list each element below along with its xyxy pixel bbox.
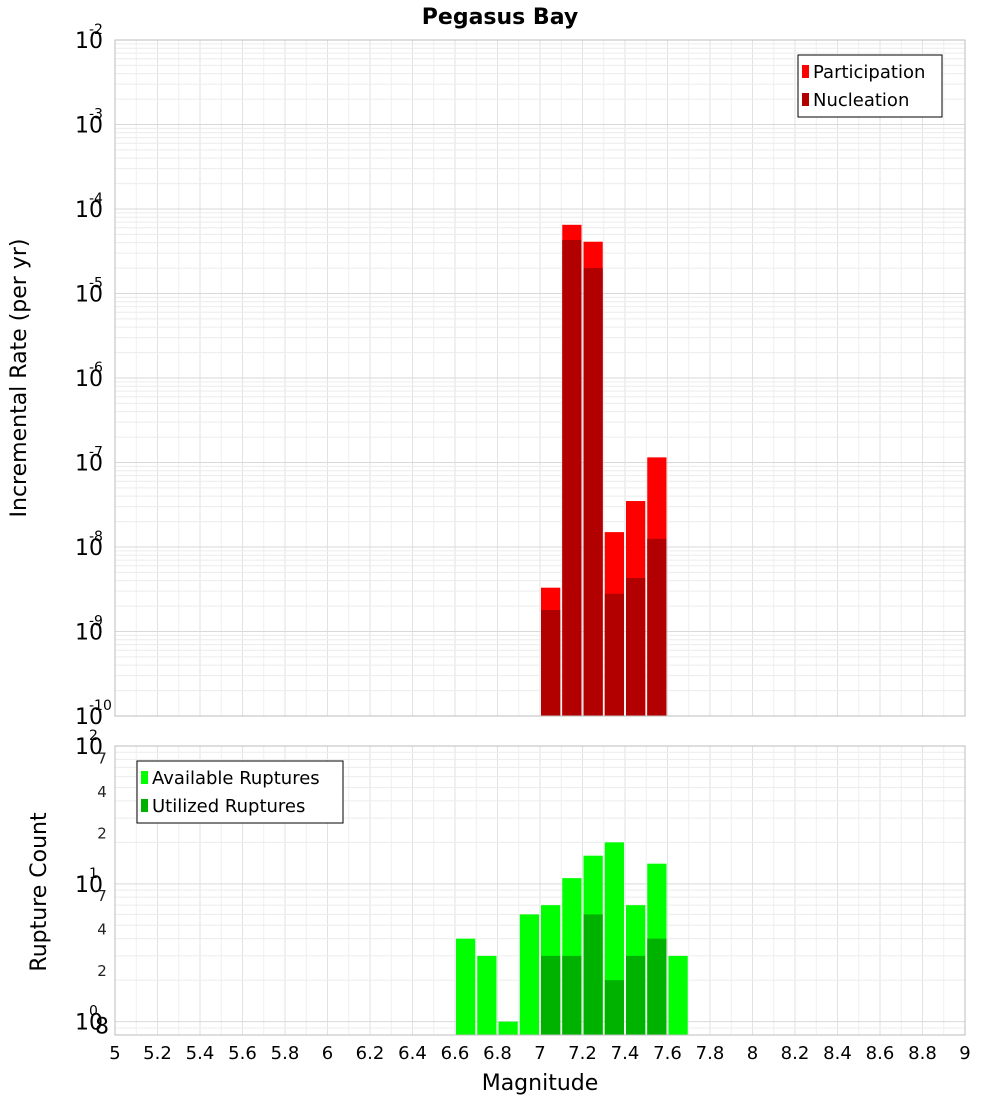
x-tick-label: 7.4 xyxy=(611,1043,640,1064)
x-tick-label: 7.6 xyxy=(653,1043,682,1064)
panel-0: 10-1010-910-810-710-610-510-410-310-2Par… xyxy=(75,22,966,730)
bar-available-ruptures xyxy=(498,1021,518,1035)
legend-swatch xyxy=(802,65,809,78)
x-tick-label: 7.8 xyxy=(696,1043,725,1064)
x-axis-label: Magnitude xyxy=(482,1071,599,1096)
x-tick-label: 6 xyxy=(322,1043,333,1064)
bar-utilized-ruptures xyxy=(583,914,603,1035)
x-tick-label: 5.8 xyxy=(271,1043,300,1064)
y-tick-label: 10 xyxy=(75,735,103,760)
bar-nucleation xyxy=(583,268,603,716)
bar-utilized-ruptures xyxy=(562,955,582,1035)
x-tick-label: 8.8 xyxy=(908,1043,937,1064)
y-minor-tick-label: 2 xyxy=(97,962,107,980)
y-minor-tick-label: 2 xyxy=(97,824,107,842)
y-minor-tick-label: 8 xyxy=(95,1015,109,1040)
bar-nucleation xyxy=(604,593,624,716)
y-tick-exponent: -8 xyxy=(89,529,103,545)
x-tick-label: 5 xyxy=(109,1043,120,1064)
x-tick-label: 8.4 xyxy=(823,1043,852,1064)
bar-available-ruptures xyxy=(477,955,497,1035)
y-tick-label: 10 xyxy=(75,29,103,54)
y-tick-exponent: -2 xyxy=(89,22,103,38)
y-tick-label: 10 xyxy=(75,198,103,223)
bar-available-ruptures xyxy=(519,914,539,1035)
top-y-axis-label: Incremental Rate (per yr) xyxy=(7,239,32,518)
y-tick-label: 10 xyxy=(75,452,103,477)
x-tick-label: 6.8 xyxy=(483,1043,512,1064)
y-minor-tick-label: 4 xyxy=(97,921,107,939)
y-tick-exponent: -5 xyxy=(89,276,103,292)
bar-utilized-ruptures xyxy=(541,955,561,1035)
plot-border xyxy=(114,745,966,1036)
x-tick-label: 8.2 xyxy=(781,1043,810,1064)
y-tick-label: 10 xyxy=(75,283,103,308)
x-tick-label: 5.6 xyxy=(228,1043,257,1064)
legend-box xyxy=(136,760,344,824)
legend-swatch xyxy=(141,799,148,812)
y-tick-label: 10 xyxy=(75,536,103,561)
y-tick-exponent: -9 xyxy=(89,614,103,630)
x-tick-label: 5.2 xyxy=(143,1043,172,1064)
y-tick-exponent: 1 xyxy=(89,866,98,882)
x-tick-label: 6.2 xyxy=(356,1043,385,1064)
legend-label: Participation xyxy=(813,62,925,83)
legend-label: Available Ruptures xyxy=(152,768,320,789)
y-tick-exponent: -7 xyxy=(89,445,103,461)
y-tick-label: 10 xyxy=(75,621,103,646)
bar-available-ruptures xyxy=(668,955,688,1035)
legend-label: Nucleation xyxy=(813,90,909,111)
x-tick-label: 7.2 xyxy=(568,1043,597,1064)
bottom-y-axis-label: Rupture Count xyxy=(27,812,52,972)
y-tick-exponent: -6 xyxy=(89,360,103,376)
legend-swatch xyxy=(141,771,148,784)
x-tick-label: 6.4 xyxy=(398,1043,427,1064)
x-tick-label: 8.6 xyxy=(866,1043,895,1064)
bar-utilized-ruptures xyxy=(626,955,646,1035)
y-minor-tick-label: 7 xyxy=(97,749,107,767)
y-tick-label: 10 xyxy=(75,705,103,730)
y-tick-label: 10 xyxy=(75,367,103,392)
x-tick-label: 8 xyxy=(747,1043,758,1064)
bar-utilized-ruptures xyxy=(647,938,667,1035)
y-tick-exponent: -10 xyxy=(89,698,112,714)
y-tick-label: 10 xyxy=(75,114,103,139)
x-tick-label: 5.4 xyxy=(186,1043,215,1064)
chart-title: Pegasus Bay xyxy=(422,5,578,30)
y-tick-exponent: 2 xyxy=(89,728,98,744)
x-tick-label: 9 xyxy=(959,1043,970,1064)
bar-available-ruptures xyxy=(456,938,476,1035)
bar-utilized-ruptures xyxy=(604,980,624,1035)
bar-nucleation xyxy=(562,239,582,716)
y-tick-label: 10 xyxy=(75,1011,103,1036)
bar-nucleation xyxy=(626,577,646,716)
y-tick-label: 10 xyxy=(75,873,103,898)
bar-nucleation xyxy=(541,609,561,716)
y-tick-exponent: -4 xyxy=(89,191,103,207)
legend-label: Utilized Ruptures xyxy=(152,796,305,817)
plot-border xyxy=(114,39,966,717)
y-tick-exponent: -3 xyxy=(89,107,103,123)
y-minor-tick-label: 4 xyxy=(97,783,107,801)
y-minor-tick-label: 7 xyxy=(97,887,107,905)
legend-swatch xyxy=(802,93,809,106)
bar-nucleation xyxy=(647,538,667,716)
x-tick-label: 7 xyxy=(534,1043,545,1064)
legend-box xyxy=(797,54,943,118)
x-tick-label: 6.6 xyxy=(441,1043,470,1064)
y-tick-exponent: 0 xyxy=(89,1004,98,1020)
